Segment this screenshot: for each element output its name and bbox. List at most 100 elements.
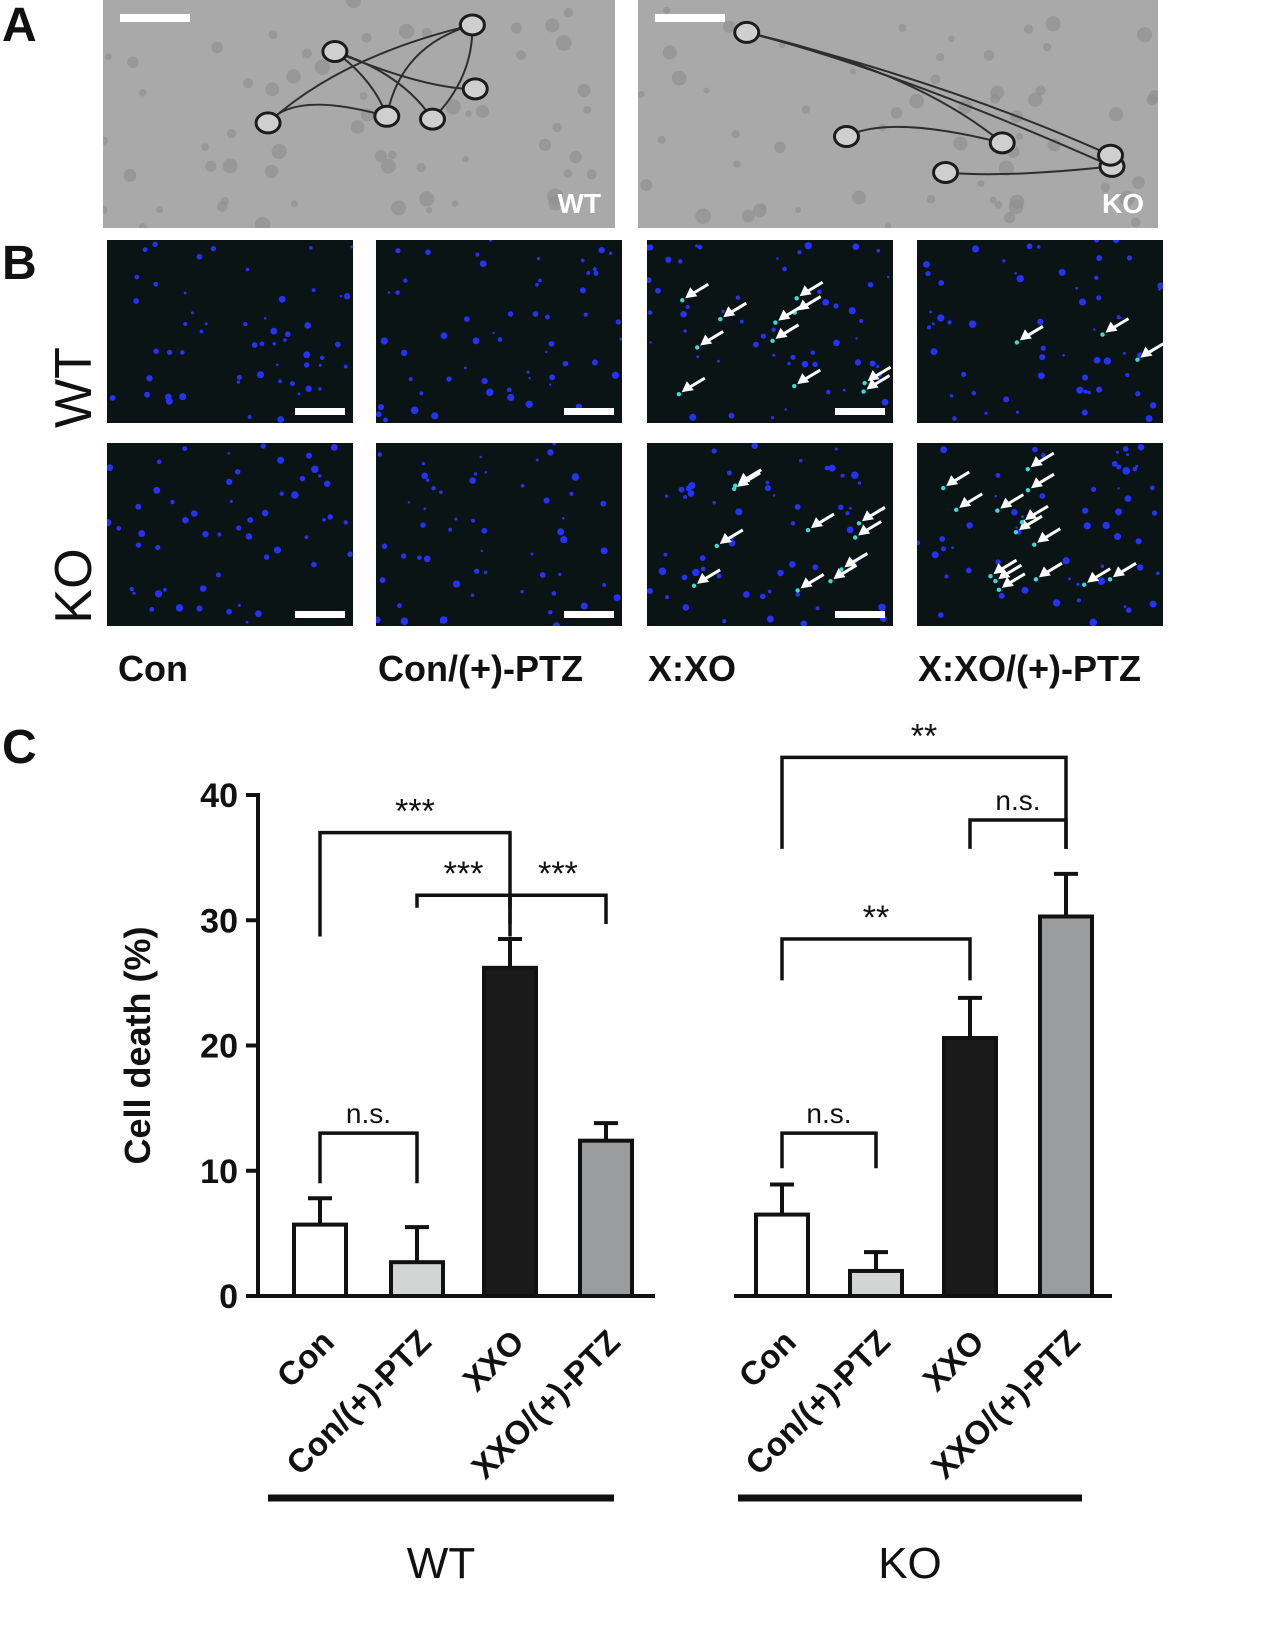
nucleus [1156,571,1160,576]
nucleus [380,337,388,345]
nucleus [952,416,957,421]
nucleus [765,480,770,485]
arrow-head [1038,566,1051,578]
nucleus [680,310,687,318]
nucleus [1117,487,1120,490]
nucleus [1135,538,1142,545]
nucleus [175,604,184,612]
nucleus [551,591,557,596]
nucleus [665,595,670,600]
nucleus [343,520,349,525]
nucleus [1011,509,1018,516]
dead-cell [995,508,1000,513]
background-spot [545,18,560,33]
scale-bar [655,14,725,22]
nucleus [343,364,348,369]
background-spot [1003,212,1016,224]
nucleus [440,332,448,340]
nucleus [304,535,309,540]
nucleus [304,362,310,368]
neurite [945,165,1113,176]
background-spot [563,169,573,178]
nucleus [152,241,158,247]
significance-label: *** [538,855,578,893]
nucleus [142,247,148,253]
nucleus [726,470,732,476]
nucleus [925,270,931,277]
x-tick-label: XXO [455,1323,530,1398]
nucleus [1126,453,1130,457]
nucleus [538,278,542,283]
nucleus [787,362,791,366]
nucleus [539,572,546,578]
dead-cell [676,391,682,397]
nucleus [277,456,285,464]
nucleus [481,527,488,534]
nucleus [381,543,388,550]
nucleus [611,371,620,379]
fluorescence-drawing [923,240,1163,422]
nucleus [658,567,667,576]
nucleus [869,360,876,367]
dead-cell [941,485,946,491]
nucleus [1058,268,1066,276]
nucleus [1083,389,1088,394]
nucleus [692,568,700,577]
nucleus [134,274,140,280]
background-spot [138,223,147,228]
nucleus [735,295,741,300]
nucleus [826,389,831,395]
fluorescence-image-wt-xxo-ptz [917,240,1163,423]
scale-bar [295,408,345,415]
nucleus [743,591,750,598]
nucleus [410,406,419,415]
nucleus [236,380,241,384]
nucleus [199,329,204,334]
arrow-head [1113,566,1126,578]
nucleus [309,245,313,250]
nucleus [995,472,1001,478]
neuron-soma [419,107,447,131]
background-spot [361,32,372,43]
fluorescence-drawing [109,241,353,423]
fluorescence-image-ko-xxo [647,443,893,626]
nucleus [1014,272,1017,275]
neurite [385,23,473,117]
nucleus [497,337,503,342]
nucleus [1081,374,1089,381]
arrow-head [1030,456,1043,468]
background-spot [586,169,597,180]
nucleus [647,277,652,284]
nucleus [886,275,890,279]
nucleus [795,592,800,597]
dead-cell [691,583,697,589]
background-spot [510,22,522,34]
nucleus [179,393,187,401]
nucleus [107,464,114,472]
nucleus [1052,599,1061,607]
nucleus [571,473,580,481]
nucleus [951,546,955,550]
nucleus [878,603,886,612]
nucleus [1062,353,1065,357]
background-spot [127,56,139,69]
nucleus [263,316,267,320]
nucleus [801,360,809,368]
dead-cell [852,535,858,540]
column-label-con: Con [118,648,188,689]
nucleus [506,387,512,393]
nucleus [299,475,306,482]
nucleus [558,572,562,577]
nucleus [1079,298,1087,306]
background-spot [103,136,108,145]
nucleus [480,549,484,553]
nucleus [256,371,265,379]
nucleus [1116,315,1121,320]
nucleus [1040,345,1046,351]
nucleus [580,258,585,263]
nucleus [263,554,270,560]
nucleus [116,525,122,531]
nucleus [849,506,852,510]
dead-cell [1100,332,1105,337]
nucleus [146,375,153,382]
